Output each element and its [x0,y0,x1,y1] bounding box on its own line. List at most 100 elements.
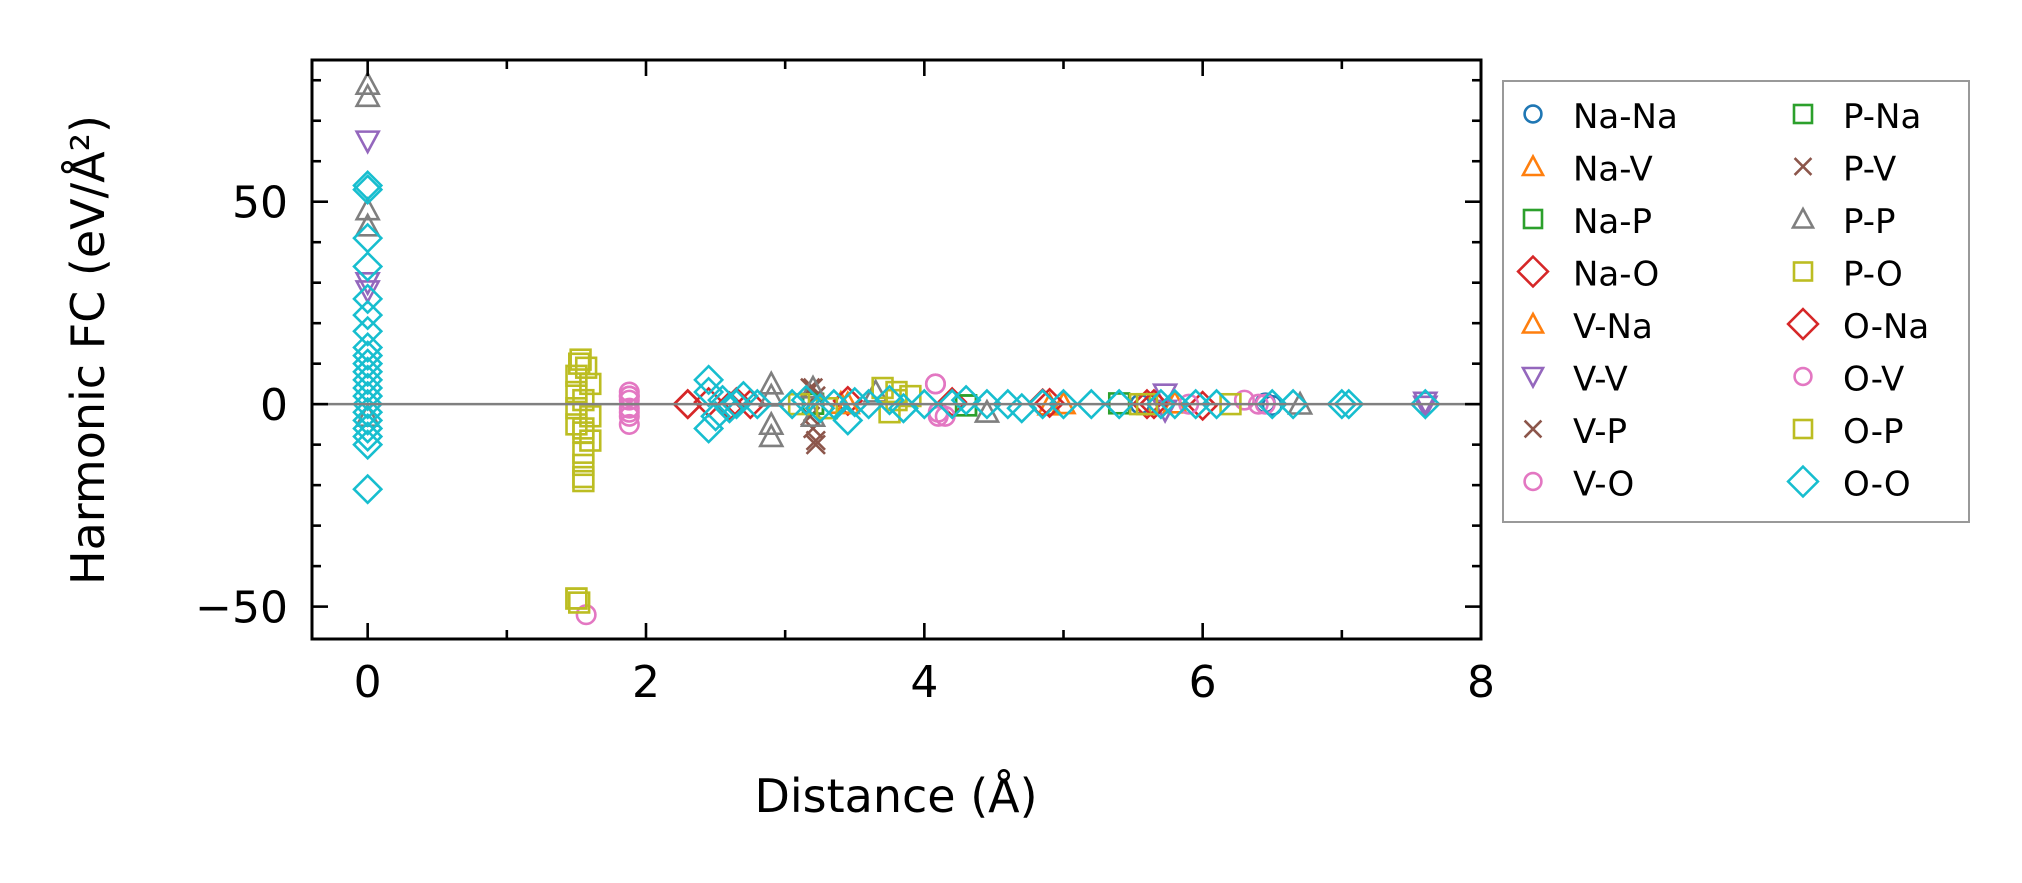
data-point [565,413,588,436]
data-points [352,70,1441,626]
data-point [1187,390,1219,422]
legend-item-p-v: P-V [1793,150,1896,190]
data-point [354,82,381,108]
plot-frame [310,58,1483,641]
data-point [1138,388,1170,420]
legend-marker-icon [1792,103,1814,125]
legend-item-p-p: P-P [1790,202,1896,242]
legend-marker-icon [1523,471,1543,492]
data-point [352,174,384,206]
data-point [971,388,1003,420]
data-point [790,384,822,416]
legend-marker-icon [1793,157,1813,176]
legend-label: Na-Na [1573,97,1678,137]
data-point [799,402,827,427]
data-point [567,352,591,375]
data-point [776,388,808,420]
legend-item-v-v: V-V [1520,360,1628,400]
legend-label: O-Na [1843,307,1929,347]
legend-marker-icon [1523,104,1543,124]
legend-marker-icon [1786,464,1820,499]
data-point [352,421,384,453]
data-point [1027,388,1059,420]
data-point [1409,388,1441,420]
data-point [950,384,982,416]
legend-marker-icon [1523,419,1543,439]
data-point [352,340,384,372]
data-point [874,384,906,416]
data-point [1159,388,1191,420]
legend-item-p-na: P-Na [1792,97,1921,137]
series-v-v [354,130,1439,424]
data-point [352,315,384,347]
x-tick-label: 8 [1467,657,1495,708]
data-point [1075,388,1107,420]
data-point [354,70,381,95]
legend-label: V-O [1573,465,1634,505]
legend: Na-Na Na-V Na-P Na-O V-Na V-V V-P V-O P-Na P-V P-P… [1502,80,1970,523]
legend-label: V-P [1573,412,1627,452]
data-point [924,373,947,395]
data-point [579,405,602,428]
data-point [758,370,785,395]
legend-marker-icon [1786,307,1820,341]
legend-label: P-Na [1843,97,1921,137]
legend-item-o-na: O-Na [1786,307,1929,347]
data-point [352,388,384,420]
legend-item-o-p: O-P [1792,412,1903,452]
axis-ticks: 0 2 4 6 8 −50 0 50 [195,60,1495,708]
x-tick-label: 0 [354,657,382,708]
legend-marker-icon [1793,366,1813,387]
series-o-v [618,373,1269,427]
data-point [572,465,595,489]
data-point [352,356,384,388]
legend-label: O-O [1843,465,1911,505]
legend-label: Na-O [1573,255,1659,295]
data-point [693,376,725,408]
data-point [1333,388,1365,420]
data-point [618,413,640,435]
data-point [352,299,384,331]
data-point [805,434,826,455]
data-point [354,212,381,237]
legend-item-v-o: V-O [1523,465,1634,505]
data-point [352,364,384,396]
data-point [572,388,595,412]
data-point [1180,388,1212,420]
data-point [885,388,908,412]
data-point [569,348,592,371]
legend-marker-icon [1520,153,1546,177]
data-point [565,587,588,610]
legend-item-na-v: Na-V [1520,150,1653,190]
data-point [572,417,595,440]
data-point [1201,388,1233,420]
data-point [352,331,384,363]
x-tick-label: 2 [632,657,660,708]
data-point [1233,389,1255,411]
data-point [567,591,591,614]
data-point [741,388,773,420]
data-point [758,410,785,436]
data-point [734,388,766,420]
data-point [1277,388,1309,420]
data-point [758,422,785,448]
data-point [1103,388,1135,420]
data-point [927,405,949,427]
series-p-p [354,70,1314,448]
data-point [936,386,968,418]
x-tick-label: 4 [910,657,938,708]
legend-item-na-p: Na-P [1522,202,1652,242]
data-point [352,251,384,282]
data-point [352,348,384,380]
legend-label: V-Na [1573,307,1653,347]
data-point [1048,388,1079,420]
legend-marker-icon [1790,206,1816,229]
data-point [693,412,725,444]
legend-item-o-o: O-O [1786,464,1911,505]
legend-label: O-P [1843,412,1903,452]
data-point [352,396,384,428]
data-point [565,364,588,388]
data-point [352,283,384,315]
data-point [1034,387,1066,419]
